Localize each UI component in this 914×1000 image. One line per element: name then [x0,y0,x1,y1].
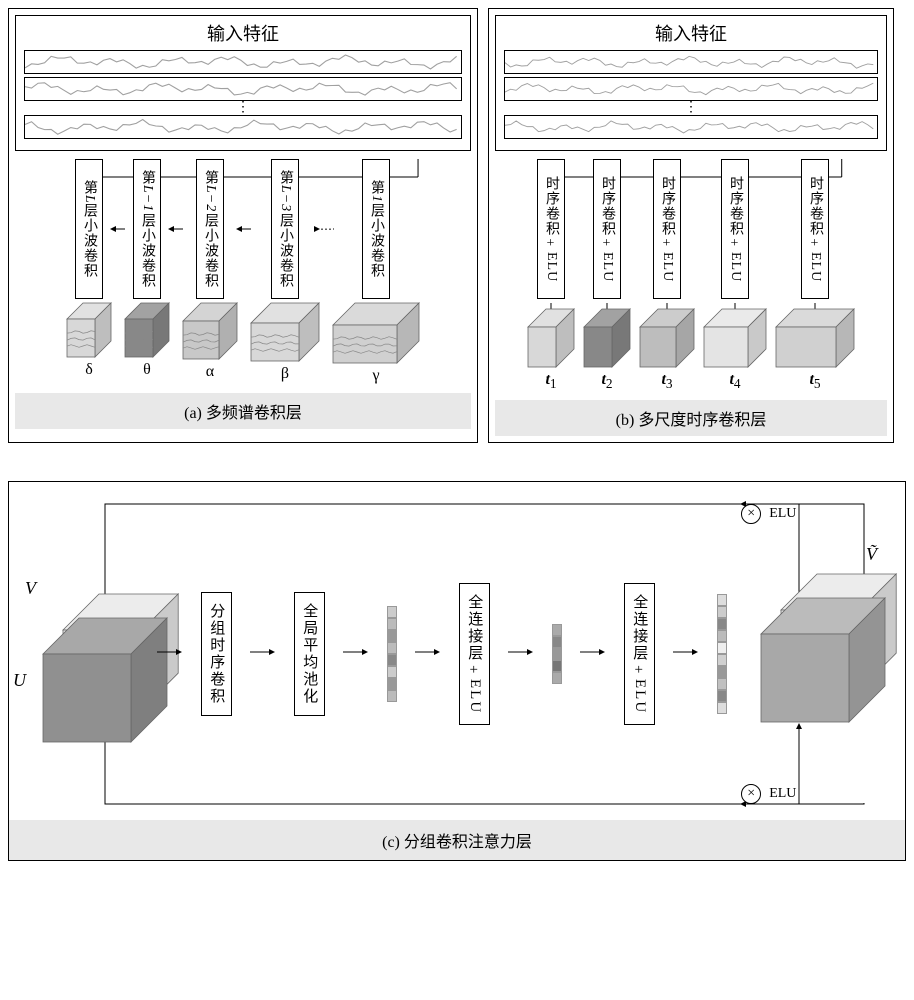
arrow-right-icon [415,645,441,663]
band-label: β [281,365,289,383]
temporal-conv-box: 时序卷积+ELU [801,159,829,299]
wave-row [24,115,462,139]
feature-cube [584,309,630,367]
vdots-icon: ⋮ [20,104,466,112]
wave-row [24,50,462,74]
input-title-a: 输入特征 [20,20,466,46]
scale-label: t2 [601,371,612,392]
panel-grouped-attention: V U 分组时序卷积 全局平均池化 全连接层+ELU 全连接层+ELU × ELU × [8,481,906,861]
wave-row [24,77,462,101]
panel-multi-scale-temporal: 输入特征 ⋮ 时序卷积+ELU t1 时序卷积+ELU t2 时序卷积+ELU t3… [488,8,894,443]
scale-label: t3 [661,371,672,392]
wavelet-conv-box: 第L−1层小波卷积 [133,159,161,299]
wavelet-conv-box: 第L层小波卷积 [75,159,103,299]
elu-label: ELU [769,786,796,802]
process-box: 全连接层+ELU [624,583,655,725]
wave-row [504,115,878,139]
feature-cube [704,309,766,367]
band-label: δ [85,361,93,379]
label-v: V [25,578,36,599]
right-group: × ELU × ELU Ṽ Ũ [727,504,895,804]
left-cubes: V U [19,574,157,734]
caption-a: (a) 多频谱卷积层 [15,393,471,429]
band-label: θ [143,361,151,379]
wavelet-conv-box: 第1层小波卷积 [362,159,390,299]
feature-cube [67,303,111,357]
input-title-b: 输入特征 [500,20,882,46]
vdots-icon: ⋮ [500,104,882,112]
band-label: α [206,363,214,381]
arrow-right-icon [250,645,276,663]
panel-multi-spectrum: 输入特征 ⋮ ⋯ 第L层小波卷积 δ第L−1层小波卷积 θ第L−2层小波卷积 α… [8,8,478,443]
wave-row [504,77,878,101]
caption-c: (c) 分组卷积注意力层 [9,820,905,860]
wavelet-conv-box: 第L−3层小波卷积 [271,159,299,299]
multiply-icon: × [741,784,761,804]
feature-cube [640,309,694,367]
feature-cube [125,303,169,357]
temporal-conv-box: 时序卷积+ELU [593,159,621,299]
scale-label: t4 [729,371,740,392]
feature-vector [717,594,727,714]
temporal-conv-box: 时序卷积+ELU [537,159,565,299]
arrow-right-icon [580,645,606,663]
scale-label: t5 [809,371,820,392]
input-features-b: 输入特征 ⋮ [495,15,887,151]
feature-cube [333,303,419,363]
temporal-conv-box: 时序卷积+ELU [653,159,681,299]
feature-vector [387,606,397,702]
multiply-icon: × [741,504,761,524]
scale-label: t1 [545,371,556,392]
feature-cube [776,309,854,367]
caption-b: (b) 多尺度时序卷积层 [495,400,887,436]
feature-cube [528,309,574,367]
arrow-right-icon [508,645,534,663]
label-v-tilde: Ṽ [866,544,877,565]
process-box: 全局平均池化 [294,592,325,716]
process-box: 分组时序卷积 [201,592,232,716]
temporal-conv-box: 时序卷积+ELU [721,159,749,299]
arrow-right-icon [157,645,183,663]
wavelet-conv-box: 第L−2层小波卷积 [196,159,224,299]
process-box: 全连接层+ELU [459,583,490,725]
band-label: γ [372,367,379,385]
wave-row [504,50,878,74]
arrow-right-icon [343,645,369,663]
input-features-a: 输入特征 ⋮ [15,15,471,151]
feature-vector [552,624,562,684]
arrow-right-icon [673,645,699,663]
label-u: U [13,670,26,691]
feature-cube [183,303,237,359]
feature-cube [251,303,319,361]
elu-label: ELU [769,506,796,522]
